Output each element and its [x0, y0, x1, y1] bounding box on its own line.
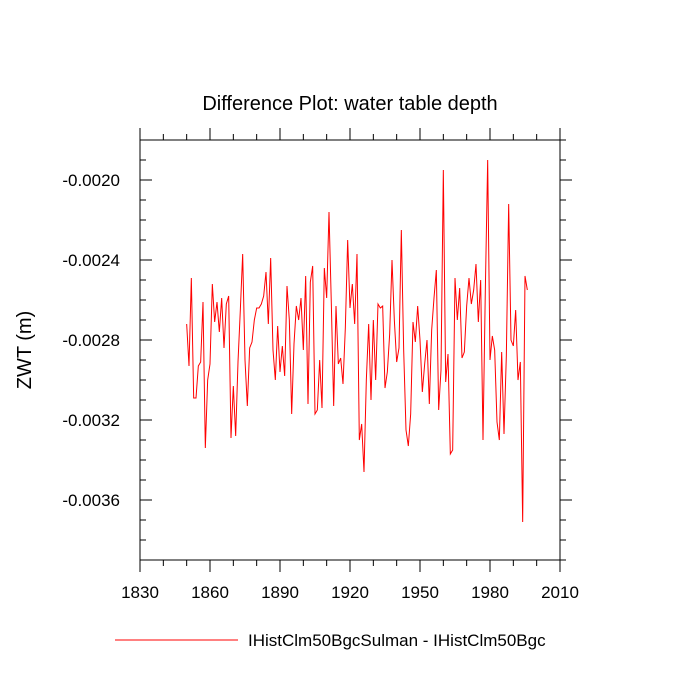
- axis-tick-labels: 1830 1860 1890 1920 1950 1980 2010 -0.0036 -0.00…: [62, 171, 579, 602]
- plot-frame: [139, 139, 561, 561]
- x-tick-label: 1860: [191, 583, 229, 602]
- x-tick-label: 1890: [261, 583, 299, 602]
- y-tick-label: -0.0024: [62, 251, 120, 270]
- series-line: [186, 159, 528, 523]
- x-tick-label: 2010: [541, 583, 579, 602]
- x-tick-label: 1950: [401, 583, 439, 602]
- legend: IHistClm50BgcSulman - IHistClm50Bgc: [115, 631, 546, 650]
- x-tick-label: 1830: [121, 583, 159, 602]
- x-tick-label: 1980: [471, 583, 509, 602]
- y-tick-label: -0.0036: [62, 491, 120, 510]
- series-group: [186, 159, 528, 523]
- y-tick-label: -0.0032: [62, 411, 120, 430]
- legend-entry-label: IHistClm50BgcSulman - IHistClm50Bgc: [248, 631, 546, 650]
- y-axis-label: ZWT (m): [14, 311, 36, 390]
- y-tick-label: -0.0020: [62, 171, 120, 190]
- x-tick-label: 1920: [331, 583, 369, 602]
- y-tick-label: -0.0028: [62, 331, 120, 350]
- chart-title: Difference Plot: water table depth: [202, 93, 497, 115]
- axis-ticks: [139, 128, 572, 572]
